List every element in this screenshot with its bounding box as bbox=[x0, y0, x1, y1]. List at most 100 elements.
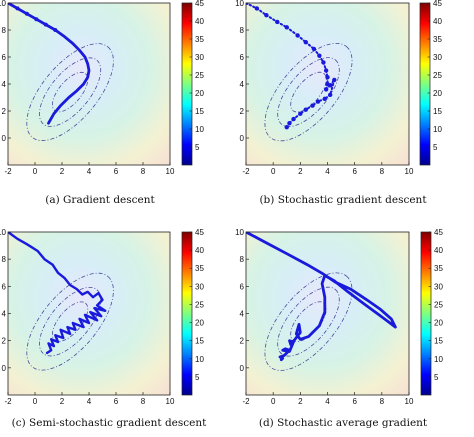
x-tick-label: 0 bbox=[33, 167, 38, 176]
y-tick-label: 6 bbox=[240, 53, 245, 62]
contour-line bbox=[277, 57, 340, 127]
colorbar-tick-label: 25 bbox=[434, 300, 443, 309]
chart-svg-c: -2 0 2 4 6 8 10 0 2 4 6 8 10 5 10 15 20 25 30 35 40 45 bbox=[0, 228, 204, 406]
colorbar-tick-label: 20 bbox=[433, 89, 442, 98]
colorbar bbox=[420, 231, 432, 396]
path-line bbox=[8, 3, 91, 125]
path-segment bbox=[323, 93, 332, 100]
y-tick-label: 8 bbox=[2, 26, 7, 35]
colorbar-tick-label: 15 bbox=[195, 337, 204, 346]
colorbar-tick-label: 25 bbox=[195, 71, 204, 80]
colorbar-tick-label: 5 bbox=[433, 143, 438, 152]
x-tick-label: 2 bbox=[298, 397, 303, 406]
chart-panel-stochastic-average-gradient: -2 0 2 4 6 8 10 0 2 4 6 8 10 5 10 15 20 25 30 35 40 45 (d) St… bbox=[235, 218, 474, 437]
colorbar-tick-label: 25 bbox=[433, 71, 442, 80]
path-point bbox=[24, 11, 29, 16]
x-tick-label: 0 bbox=[271, 397, 276, 406]
y-tick-label: 6 bbox=[240, 282, 245, 291]
y-tick-label: 0 bbox=[240, 364, 245, 373]
x-tick-label: 10 bbox=[405, 397, 414, 406]
y-tick-label: 4 bbox=[2, 310, 7, 319]
path-segment bbox=[276, 20, 288, 29]
colorbar-tick-label: 35 bbox=[433, 35, 442, 44]
contour-line bbox=[52, 71, 89, 113]
chart-svg-d: -2 0 2 4 6 8 10 0 2 4 6 8 10 5 10 15 20 25 30 35 40 45 bbox=[235, 228, 443, 406]
x-tick-label: 2 bbox=[298, 167, 303, 176]
colorbar-tick-label: 10 bbox=[195, 125, 204, 134]
path-segment bbox=[265, 14, 279, 23]
y-tick-label: 4 bbox=[240, 310, 245, 319]
contour-line bbox=[290, 71, 327, 113]
x-tick-label: 8 bbox=[380, 167, 385, 176]
x-tick-label: 0 bbox=[33, 397, 38, 406]
y-tick-label: 0 bbox=[2, 134, 7, 143]
plot-background bbox=[8, 3, 170, 165]
y-tick-label: 6 bbox=[2, 53, 7, 62]
y-tick-label: 10 bbox=[235, 0, 244, 8]
x-tick-label: 10 bbox=[405, 167, 414, 176]
x-tick-label: 4 bbox=[325, 167, 330, 176]
colorbar-tick-label: 25 bbox=[195, 300, 204, 309]
colorbar-tick-label: 15 bbox=[195, 107, 204, 116]
path-line bbox=[8, 232, 107, 355]
y-tick-label: 2 bbox=[240, 337, 245, 346]
caption-semi-stochastic-gradient-descent: (c) Semi-stochastic gradient descent bbox=[11, 417, 207, 429]
x-tick-label: 4 bbox=[87, 167, 92, 176]
contour-line bbox=[277, 286, 340, 357]
plot-background bbox=[8, 232, 170, 395]
x-tick-label: -2 bbox=[242, 397, 250, 406]
colorbar-tick-label: 35 bbox=[195, 35, 204, 44]
x-tick-label: 10 bbox=[166, 397, 175, 406]
chart-panel-gradient-descent: -2 0 2 4 6 8 10 0 2 4 6 8 10 5 10 15 20 25 30 35 40 45 (a) Gr… bbox=[0, 0, 237, 218]
path-segment bbox=[246, 3, 258, 10]
colorbar bbox=[181, 2, 193, 166]
path-point bbox=[43, 22, 48, 27]
colorbar-tick-label: 5 bbox=[195, 373, 200, 382]
x-tick-label: 6 bbox=[114, 397, 119, 406]
x-tick-label: 10 bbox=[166, 167, 175, 176]
y-tick-label: 10 bbox=[0, 0, 7, 8]
y-tick-label: 8 bbox=[2, 255, 7, 264]
path-segment bbox=[325, 69, 329, 79]
chart-panel-stochastic-gradient-descent: -2 0 2 4 6 8 10 0 2 4 6 8 10 5 10 15 20 25 30 35 40 45 (b) St… bbox=[235, 0, 474, 218]
colorbar-tick-label: 40 bbox=[195, 246, 204, 255]
colorbar-tick-label: 35 bbox=[195, 264, 204, 273]
colorbar-tick-label: 40 bbox=[195, 17, 204, 26]
colorbar-tick-label: 30 bbox=[195, 53, 204, 62]
path-segment bbox=[285, 26, 299, 37]
x-tick-label: 2 bbox=[60, 397, 65, 406]
path-segment bbox=[285, 122, 291, 129]
path-point bbox=[15, 6, 20, 11]
y-tick-label: 6 bbox=[2, 282, 7, 291]
colorbar-tick-label: 40 bbox=[434, 246, 443, 255]
y-tick-label: 8 bbox=[240, 255, 245, 264]
colorbar-tick-label: 10 bbox=[434, 355, 443, 364]
y-tick-label: 0 bbox=[240, 134, 245, 143]
chart-svg-a: -2 0 2 4 6 8 10 0 2 4 6 8 10 5 10 15 20 25 30 35 40 45 bbox=[0, 0, 204, 176]
path-segment bbox=[312, 47, 321, 57]
colorbar-tick-label: 30 bbox=[195, 282, 204, 291]
colorbar-tick-label: 35 bbox=[434, 264, 443, 273]
colorbar-tick-label: 40 bbox=[433, 17, 442, 26]
path-segment bbox=[255, 7, 268, 17]
y-tick-label: 0 bbox=[2, 364, 7, 373]
colorbar-tick-label: 20 bbox=[434, 319, 443, 328]
path-line bbox=[246, 232, 397, 362]
x-tick-label: 6 bbox=[114, 167, 119, 176]
colorbar-tick-label: 15 bbox=[434, 337, 443, 346]
colorbar-tick-label: 5 bbox=[195, 143, 200, 152]
contour-line bbox=[39, 286, 102, 357]
y-tick-label: 4 bbox=[240, 80, 245, 89]
y-tick-label: 10 bbox=[235, 228, 244, 237]
colorbar-tick-label: 5 bbox=[434, 373, 439, 382]
x-tick-label: 0 bbox=[271, 167, 276, 176]
path-segment bbox=[318, 54, 325, 64]
chart-panel-semi-stochastic-gradient-descent: -2 0 2 4 6 8 10 0 2 4 6 8 10 5 10 15 20 25 30 35 40 45 (c) Se… bbox=[0, 218, 237, 437]
contour-line bbox=[264, 42, 353, 142]
plot-background bbox=[246, 232, 409, 395]
colorbar-tick-label: 30 bbox=[434, 282, 443, 291]
path-segment bbox=[316, 97, 326, 103]
path-segment bbox=[296, 34, 307, 44]
colorbar bbox=[419, 2, 431, 166]
path-point bbox=[53, 27, 58, 32]
